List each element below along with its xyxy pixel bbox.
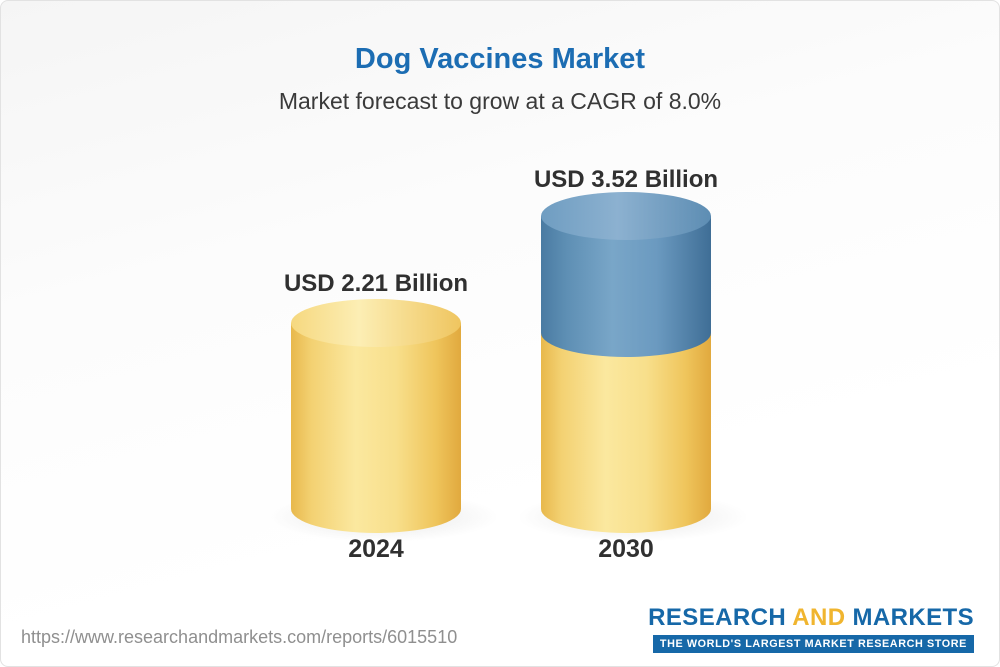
logo-word-markets: MARKETS	[852, 604, 974, 631]
value-label-2024: USD 2.21 Billion	[283, 270, 469, 297]
category-label-2024: 2024	[348, 535, 404, 563]
logo-tagline: THE WORLD'S LARGEST MARKET RESEARCH STOR…	[652, 635, 974, 653]
report-url-link[interactable]: https://www.researchandmarkets.com/repor…	[21, 627, 458, 647]
page-title: Dog Vaccines Market	[354, 43, 646, 75]
cylinder-bar-2024	[291, 299, 461, 533]
cylinder-bar-2030	[541, 192, 711, 533]
logo-wordmark: RESEARCH AND MARKETS	[648, 604, 974, 632]
category-label-2030: 2030	[598, 535, 654, 563]
logo-word-and: AND	[792, 604, 846, 631]
page-subtitle: Market forecast to grow at a CAGR of 8.0…	[278, 88, 722, 114]
value-label-2030: USD 3.52 Billion	[533, 166, 719, 193]
logo-word-research: RESEARCH	[648, 604, 787, 631]
research-and-markets-logo: RESEARCH AND MARKETS THE WORLD'S LARGEST…	[648, 604, 974, 653]
